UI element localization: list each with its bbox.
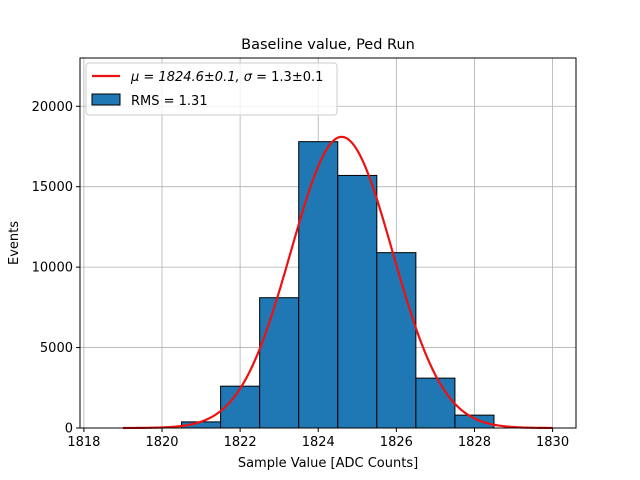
x-axis-ticks: 1818 1820 1822 1824 1826 1828 1830 — [67, 428, 569, 450]
legend-histogram-label: RMS = 1.31 — [131, 94, 208, 109]
histogram-bar — [376, 252, 417, 429]
legend-box — [85, 62, 338, 116]
x-tick-label: 1826 — [380, 435, 413, 450]
legend-fit-label-suffix: = 1.3±0.1 — [252, 70, 323, 85]
y-axis-label: Events — [7, 221, 22, 265]
y-tick-label: 15000 — [32, 180, 73, 195]
y-axis-ticks: 0 5000 10000 15000 20000 — [32, 100, 80, 437]
x-tick-label: 1828 — [458, 435, 491, 450]
legend-histogram-swatch — [91, 93, 121, 106]
x-tick-label: 1822 — [224, 435, 257, 450]
histogram-bar — [259, 297, 300, 429]
fit-curve-layer — [122, 135, 553, 430]
x-tick-label: 1830 — [536, 435, 569, 450]
y-tick-label: 5000 — [40, 341, 73, 356]
histogram-bar — [337, 174, 378, 429]
legend-fit-label-prefix: μ = 1824.6±0.1, — [130, 70, 244, 85]
x-axis-label: Sample Value [ADC Counts] — [238, 456, 418, 471]
histogram-bars — [181, 141, 495, 429]
histogram-bar — [454, 414, 495, 429]
chart-title: Baseline value, Ped Run — [241, 37, 415, 53]
y-tick-label: 0 — [65, 422, 73, 437]
histogram-bar — [298, 141, 339, 429]
histogram-bar — [415, 377, 456, 429]
legend-fit-label-sigma: σ — [244, 70, 253, 85]
x-tick-label: 1818 — [67, 435, 100, 450]
x-tick-label: 1820 — [145, 435, 178, 450]
gaussian-fit-curve — [122, 135, 553, 430]
legend-fit-label: μ = 1824.6±0.1, σ = 1.3±0.1 — [130, 70, 323, 85]
legend: μ = 1824.6±0.1, σ = 1.3±0.1 RMS = 1.31 — [85, 62, 338, 116]
axes-frame — [79, 57, 577, 429]
x-tick-label: 1824 — [302, 435, 335, 450]
y-tick-label: 20000 — [32, 100, 73, 115]
y-tick-label: 10000 — [32, 261, 73, 276]
